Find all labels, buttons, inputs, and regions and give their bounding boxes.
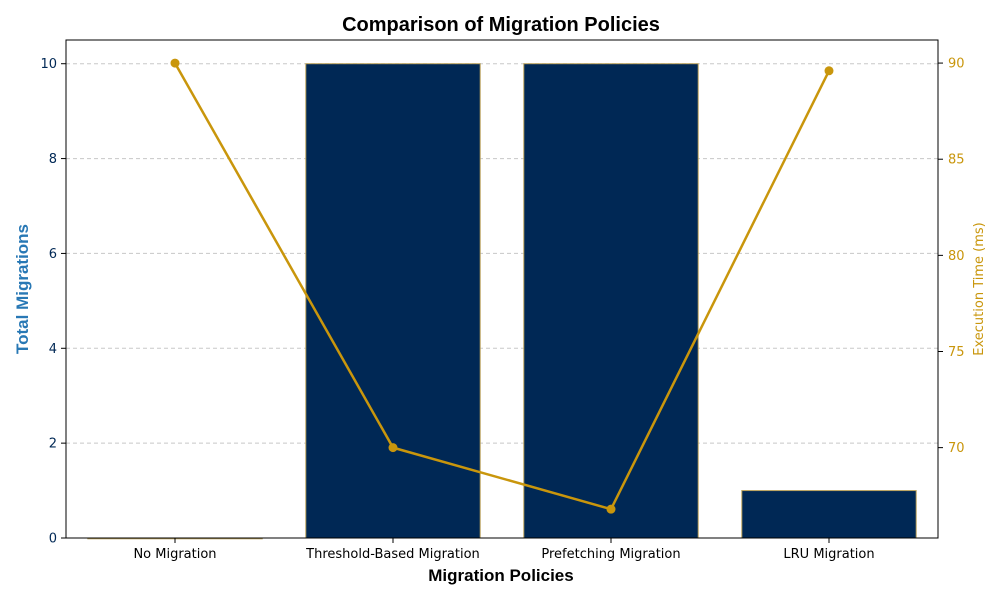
left-tick-label: 10 (40, 57, 57, 72)
left-tick-label: 6 (49, 247, 57, 262)
left-axis-label: Total Migrations (13, 224, 32, 354)
x-tick-label: LRU Migration (783, 547, 874, 562)
x-tick-label: Threshold-Based Migration (305, 547, 480, 562)
grid-lines (66, 63, 938, 539)
line-point (606, 504, 616, 514)
left-tick-label: 4 (49, 342, 57, 357)
bar (305, 63, 481, 539)
bar (741, 490, 917, 539)
right-tick-label: 80 (948, 249, 965, 264)
x-tick-label: No Migration (133, 547, 216, 562)
left-tick-label: 0 (49, 532, 57, 547)
bar-series (87, 63, 917, 540)
right-tick-label: 75 (948, 345, 965, 360)
execution-time-line (173, 62, 831, 511)
left-tick-label: 8 (49, 152, 57, 167)
right-tick-label: 85 (948, 153, 965, 168)
line-point (824, 66, 834, 76)
plot-frame (65, 39, 939, 539)
right-axis-label: Execution Time (ms) (972, 222, 987, 355)
left-axis-ticks: 0 2 4 6 8 10 (40, 57, 66, 547)
bar (523, 63, 699, 539)
x-tick-label: Prefetching Migration (541, 547, 680, 562)
chart-title: Comparison of Migration Policies (342, 14, 660, 36)
line-point (388, 443, 398, 453)
line-series (170, 58, 834, 514)
right-axis-ticks: 70 75 80 85 90 (938, 57, 965, 456)
right-tick-label: 90 (948, 57, 965, 72)
x-axis-ticks: No Migration Threshold-Based Migration Pre… (133, 538, 875, 562)
right-tick-label: 70 (948, 441, 965, 456)
left-tick-label: 2 (49, 437, 57, 452)
line-point (170, 58, 180, 68)
x-axis-label: Migration Policies (428, 566, 573, 585)
